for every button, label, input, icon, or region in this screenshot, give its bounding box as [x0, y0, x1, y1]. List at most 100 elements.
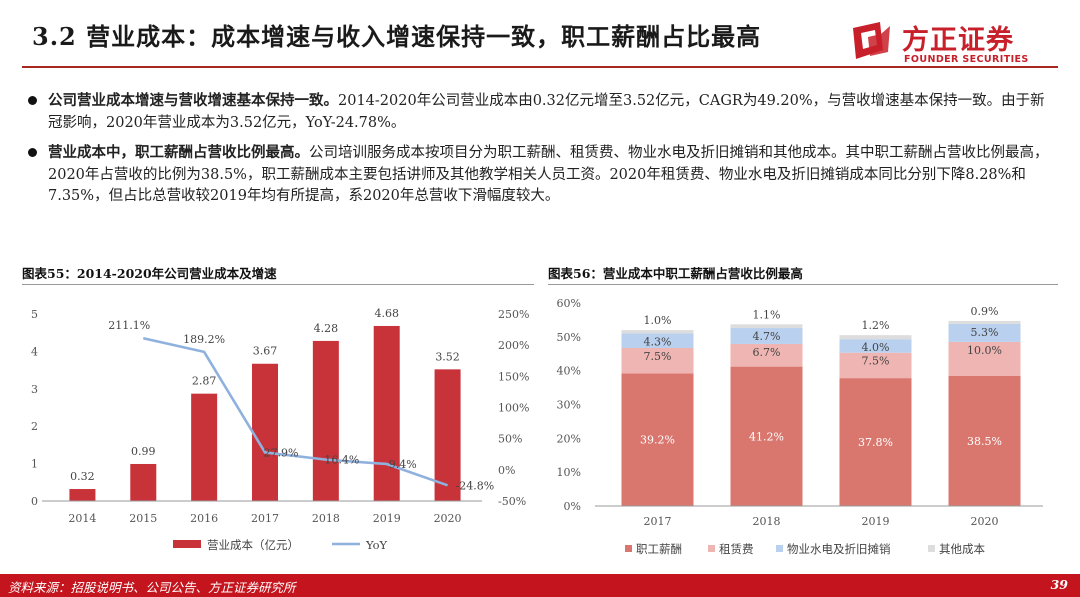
x-tick-label: 2018	[312, 512, 340, 525]
x-tick-label: 2020	[434, 512, 462, 525]
stack-segment-1	[730, 343, 803, 367]
y-tick-label: 0%	[564, 500, 581, 513]
x-tick-label: 2015	[129, 512, 157, 525]
cost-bar-label: 4.68	[374, 307, 399, 320]
cost-bar	[312, 340, 339, 501]
cost-bar	[69, 489, 96, 501]
cost-bar	[130, 463, 157, 501]
left-y-tick-label: 5	[31, 308, 38, 321]
legend-label-0: 职工薪酬	[636, 542, 682, 556]
legend-cost-label: 营业成本（亿元）	[207, 538, 299, 552]
stack-value-label: 1.2%	[862, 319, 890, 332]
stack-segment-0	[730, 366, 803, 506]
stack-value-label: 6.7%	[753, 346, 781, 359]
y-tick-label: 10%	[557, 466, 581, 479]
yoy-point-label: 189.2%	[183, 333, 225, 346]
stack-value-label: 7.5%	[644, 350, 672, 363]
yoy-point-label: 9.4%	[389, 458, 417, 471]
founder-logo: 方正证券 FOUNDER SECURITIES	[850, 18, 1040, 66]
stack-value-label: 38.5%	[967, 435, 1002, 448]
right-y-tick-label: 0%	[498, 464, 515, 477]
stack-value-label: 10.0%	[967, 344, 1002, 357]
founder-logo-icon	[853, 22, 890, 59]
stack-value-label: 41.2%	[749, 430, 784, 443]
legend-label-2: 物业水电及折旧摊销	[787, 542, 891, 556]
stack-value-label: 1.0%	[644, 314, 672, 327]
y-tick-label: 60%	[557, 297, 581, 310]
stack-value-label: 37.8%	[858, 436, 893, 449]
cost-bar	[373, 325, 400, 501]
cost-bar-label: 3.52	[435, 350, 460, 363]
bullet-lead: 公司营业成本增速与营收增速基本保持一致。	[48, 92, 338, 109]
left-y-tick-label: 3	[31, 383, 38, 396]
right-y-tick-label: 200%	[498, 339, 529, 352]
stack-value-label: 0.9%	[971, 305, 999, 318]
bullet-dot-icon	[28, 96, 37, 105]
bullet-item-staff-cost: 营业成本中，职工薪酬占营收比例最高。公司培训服务成本按项目分为职工薪酬、租赁费、…	[26, 142, 1056, 208]
logo-text-en: FOUNDER SECURITIES	[904, 54, 1029, 65]
stack-value-label: 7.5%	[862, 355, 890, 368]
x-tick-label: 2020	[971, 515, 999, 528]
stack-value-label: 1.1%	[753, 308, 781, 321]
right-y-tick-label: 250%	[498, 308, 529, 321]
right-y-tick-label: -50%	[498, 495, 526, 508]
x-tick-label: 2017	[644, 515, 672, 528]
legend-swatch-3	[928, 545, 935, 552]
page-number: 39	[1050, 577, 1068, 592]
cost-bar-label: 2.87	[192, 375, 217, 388]
figure-55-title: 图表55：2014-2020年公司营业成本及增速	[22, 266, 277, 281]
bullet-lead: 营业成本中，职工薪酬占营收比例最高。	[48, 144, 309, 161]
yoy-line	[143, 336, 449, 487]
stack-segment-3	[621, 330, 694, 334]
stack-segment-2	[621, 333, 694, 348]
cost-bar	[252, 363, 278, 501]
cost-bar	[191, 393, 218, 501]
yoy-point-label: 16.4%	[324, 454, 359, 467]
cost-bar-label: 0.99	[131, 445, 156, 458]
stack-segment-1	[621, 347, 694, 374]
y-tick-label: 50%	[557, 331, 581, 344]
stack-segment-3	[948, 320, 1021, 324]
left-y-tick-label: 0	[31, 495, 38, 508]
legend-swatch-0	[625, 545, 632, 552]
right-y-tick-label: 50%	[498, 433, 522, 446]
stack-segment-1	[839, 352, 912, 379]
yoy-point-label: -24.8%	[456, 479, 495, 492]
x-tick-label: 2019	[373, 512, 401, 525]
footer-source: 资料来源：招股说明书、公司公告、方正证券研究所	[8, 580, 296, 595]
stack-segment-0	[948, 375, 1021, 506]
stack-segment-2	[839, 339, 912, 353]
cost-bar	[434, 369, 461, 501]
yoy-point-label: 211.1%	[108, 319, 150, 332]
page-title: 3.2 营业成本：成本增速与收入增速保持一致，职工薪酬占比最高	[32, 22, 762, 51]
cost-bar-label: 0.32	[70, 470, 95, 483]
right-y-tick-label: 150%	[498, 370, 529, 383]
bullet-text: 2014-2020年公司营业成本由0.32亿元增至3.52亿元，CAGR为49.…	[48, 93, 1045, 131]
left-y-tick-label: 2	[31, 420, 38, 433]
stack-segment-1	[948, 341, 1021, 376]
x-tick-label: 2016	[190, 512, 218, 525]
cost-growth-chart: 0 1 2 3 4 5 -50% 0% 50% 100% 150% 200% 250% 0.32 0.99 2…	[31, 307, 529, 552]
y-tick-label: 30%	[557, 399, 581, 412]
legend-swatch-1	[708, 545, 715, 552]
figure-55-rule	[22, 284, 534, 285]
stack-value-label: 5.3%	[971, 326, 999, 339]
stack-segment-3	[730, 324, 803, 329]
yoy-point-label: 27.9%	[264, 446, 299, 459]
y-tick-label: 40%	[557, 365, 581, 378]
bullet-list: 公司营业成本增速与营收增速基本保持一致。2014-2020年公司营业成本由0.3…	[26, 90, 1056, 216]
stack-value-label: 4.0%	[862, 341, 890, 354]
legend-label-3: 其他成本	[939, 542, 985, 556]
cost-bar-label: 3.67	[253, 345, 278, 358]
legend-yoy-label: YoY	[365, 538, 388, 552]
legend-cost-swatch	[173, 540, 201, 548]
title-divider	[22, 66, 1058, 68]
stack-segment-3	[839, 335, 912, 340]
figure-56-title: 图表56：营业成本中职工薪酬占营收比例最高	[548, 266, 803, 281]
stack-value-label: 4.3%	[644, 335, 672, 348]
y-tick-label: 20%	[557, 432, 581, 445]
legend-label-1: 租赁费	[719, 542, 754, 556]
x-tick-label: 2018	[753, 515, 781, 528]
staff-cost-share-chart: 0% 10% 20% 30% 40% 50% 60% 39.2% 7.5% 4.3% 1.0% 201…	[557, 297, 1043, 556]
header: 3.2 营业成本：成本增速与收入增速保持一致，职工薪酬占比最高 方正证券 FOU…	[0, 0, 1080, 70]
